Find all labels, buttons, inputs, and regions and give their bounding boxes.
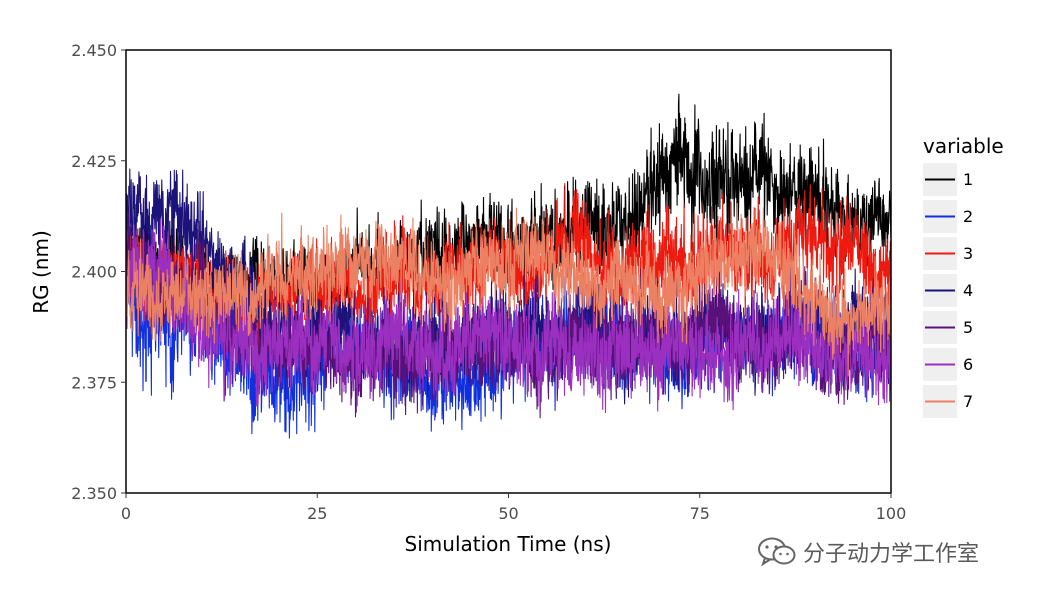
y-axis-title: RG (nm) [29,230,53,314]
watermark-text: 分子动力学工作室 [803,542,980,567]
wechat-icon [758,537,796,567]
legend-label-5: 5 [963,318,973,337]
watermark: 分子动力学工作室 [757,536,979,568]
series-layer [126,93,891,439]
legend-title: variable [923,134,1004,158]
legend-label-1: 1 [963,170,973,189]
legend-label-7: 7 [963,392,973,411]
series-line-7 [126,202,891,377]
y-axis: 2.350 2.375 2.400 2.425 2.450 [71,41,126,503]
legend-label-4: 4 [963,281,973,300]
y-tick-label: 2.450 [71,41,117,60]
x-tick-label: 100 [876,504,907,523]
series-line-6 [126,218,891,414]
y-tick-label: 2.400 [71,263,117,282]
x-tick-label: 25 [307,504,327,523]
y-tick-label: 2.375 [71,373,117,392]
x-tick-label: 0 [121,504,131,523]
y-tick-label: 2.350 [71,484,117,503]
x-axis-title: Simulation Time (ns) [405,532,612,556]
legend-label-3: 3 [963,244,973,263]
legend-label-6: 6 [963,355,973,374]
legend: 1 2 3 4 5 6 7 [923,163,973,418]
legend-label-2: 2 [963,207,973,226]
y-tick-label: 2.425 [71,152,117,171]
x-axis: 0 25 50 75 100 [121,493,906,523]
x-tick-label: 75 [690,504,710,523]
x-tick-label: 50 [498,504,518,523]
